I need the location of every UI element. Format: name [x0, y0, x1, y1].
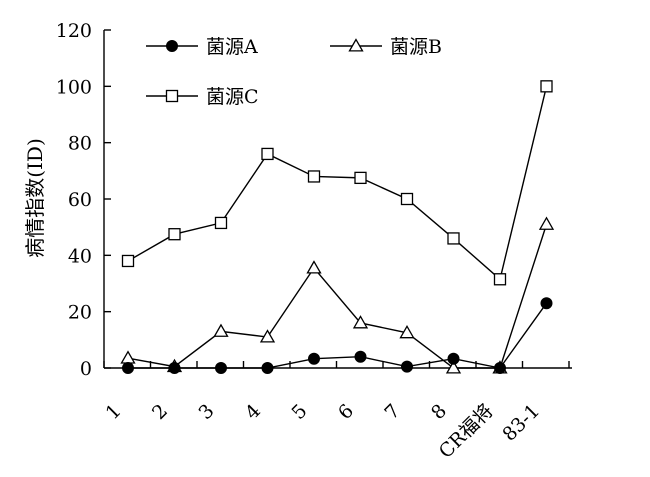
- series-3-point: [493, 273, 507, 286]
- x-tick-label: 1: [101, 400, 125, 424]
- legend-marker: [348, 38, 364, 52]
- series-3-point: [307, 170, 321, 183]
- series-3-point: [354, 171, 367, 185]
- series-1: [122, 297, 553, 374]
- y-tick-label: 100: [56, 76, 92, 98]
- series-3-point: [447, 232, 460, 245]
- series-1-point: [494, 362, 506, 374]
- series-3-point: [121, 254, 135, 268]
- series-2-point: [352, 315, 369, 329]
- series-3-point: [540, 80, 553, 93]
- y-tick-label: 80: [68, 133, 92, 155]
- legend-label: 菌源B: [390, 36, 442, 58]
- series-2-point: [445, 360, 462, 374]
- series-2-point: [213, 323, 229, 337]
- y-tick-label: 60: [68, 189, 92, 211]
- series-2: [120, 216, 555, 374]
- series-2-point: [120, 350, 136, 364]
- series-1-point: [354, 350, 367, 363]
- series-2-point: [399, 324, 415, 339]
- y-tick-label: 0: [80, 358, 92, 380]
- legend-marker: [165, 89, 179, 103]
- series-1-point: [261, 362, 274, 374]
- x-tick-label: 8: [427, 400, 451, 424]
- series-2-line: [127, 224, 548, 369]
- series-1-point: [122, 362, 134, 374]
- y-tick-label: 120: [56, 20, 92, 42]
- legend-marker: [166, 40, 178, 52]
- x-tick-label: 83-1: [498, 400, 544, 446]
- series-3-point: [168, 228, 181, 241]
- x-tick-label: 4: [241, 400, 265, 424]
- series-3-point: [261, 147, 274, 161]
- x-tick-label: 2: [148, 400, 172, 424]
- y-tick-label: 40: [68, 245, 92, 267]
- series-2-point: [538, 216, 555, 230]
- legend-entry: 菌源A: [146, 36, 258, 58]
- series-1-point: [447, 352, 460, 365]
- series-3-point: [214, 216, 228, 230]
- legend-entry: 菌源C: [146, 86, 259, 108]
- x-tick-label: 5: [287, 400, 311, 424]
- x-tick-label: 7: [380, 400, 404, 424]
- series-3-point: [400, 192, 414, 206]
- y-axis-label: 病情指数(ID): [23, 138, 47, 258]
- series-1-point: [215, 362, 227, 374]
- series-1-point: [168, 362, 181, 374]
- series-1-point: [540, 297, 553, 310]
- x-tick-label: 3: [194, 400, 218, 424]
- y-tick-label: 20: [68, 302, 92, 324]
- legend-label: 菌源A: [206, 36, 258, 58]
- series-1-point: [401, 360, 413, 373]
- legend-entry: 菌源B: [330, 36, 442, 58]
- legend: 菌源A 菌源B 菌源C: [146, 36, 442, 108]
- x-tick-label: 6: [334, 400, 358, 424]
- series-2-point: [306, 260, 322, 274]
- series-2-point: [259, 329, 276, 343]
- series-layer: [120, 80, 555, 374]
- series-3-line: [127, 86, 548, 281]
- legend-label: 菌源C: [206, 86, 259, 108]
- series-1-point: [308, 352, 320, 365]
- series-1-line: [128, 302, 548, 369]
- series-3: [121, 80, 553, 286]
